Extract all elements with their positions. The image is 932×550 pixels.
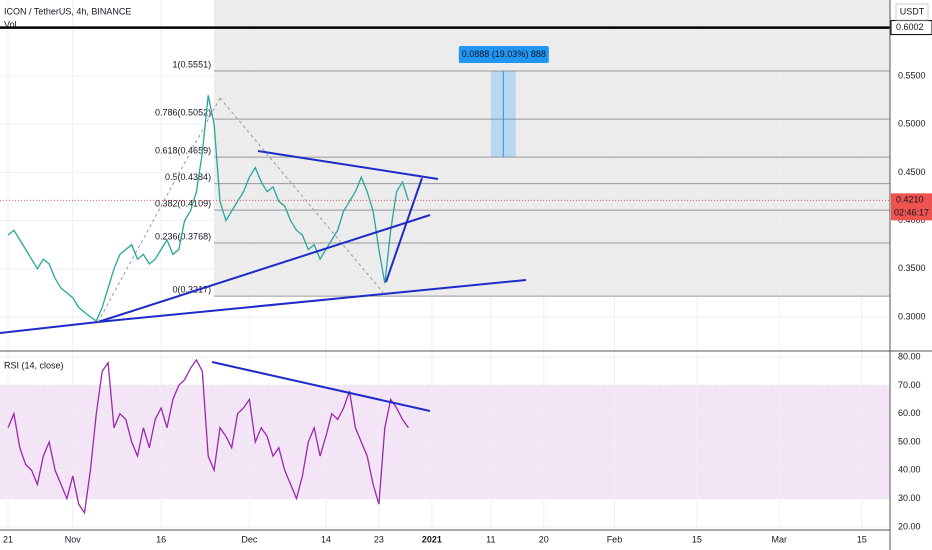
fib-label: 0(0.3217)	[173, 284, 212, 294]
y-tick-label: 0.5500	[898, 70, 926, 80]
rsi-line	[7, 358, 409, 515]
y-tick-label: 70.00	[898, 380, 921, 390]
last-price-box	[891, 193, 932, 221]
y-tick-label: 40.00	[898, 465, 921, 475]
symbol-title: ICON / TetherUS, 4h, BINANCE	[4, 6, 131, 16]
fib-label: 1(0.5551)	[173, 59, 212, 69]
x-tick-label: 14	[321, 534, 331, 544]
rsi-trend-line	[211, 361, 431, 412]
fib-label: 0.5(0.4384)	[165, 172, 211, 182]
fib-base	[219, 97, 387, 297]
fib-label: 0.618(0.4659)	[155, 145, 211, 155]
last-price-label: 0.4210	[896, 195, 924, 205]
trend-line	[385, 177, 423, 283]
y-tick-label: 0.3500	[898, 263, 926, 273]
rsi-title: RSI (14, close)	[4, 360, 64, 370]
x-tick-label: Feb	[607, 534, 623, 544]
y-tick-label: 30.00	[898, 493, 921, 503]
currency: USDT	[900, 6, 925, 16]
trend-line	[97, 279, 527, 323]
price-line	[7, 95, 410, 322]
y-tick-label: 0.4500	[898, 167, 926, 177]
fib-base	[97, 97, 221, 323]
x-tick-label: 11	[486, 534, 495, 544]
x-tick-label: 2021	[422, 534, 442, 544]
y-tick-label: 20.00	[898, 521, 921, 531]
fib-label: 0.786(0.5052)	[155, 108, 211, 118]
x-tick-label: 16	[156, 534, 166, 544]
measure-label: 0.0888 (19.03%) 888	[462, 49, 546, 59]
measure-label-box	[458, 46, 549, 64]
trend-line	[97, 214, 431, 323]
x-tick-label: Mar	[772, 534, 788, 544]
high-box	[890, 20, 932, 36]
x-tick-label: Nov	[65, 534, 82, 544]
y-tick-label: 0.3000	[898, 311, 926, 321]
x-tick-label: 20	[539, 534, 549, 544]
underlay	[0, 0, 890, 530]
plot: 0.30000.35000.40000.45000.50000.550020.0…	[0, 20, 932, 544]
x-tick-label: 15	[857, 534, 867, 544]
high-label: 0.6002	[896, 22, 924, 32]
fib-zone	[214, 0, 890, 297]
y-tick-label: 60.00	[898, 408, 921, 418]
volume-label: Vol	[4, 19, 17, 29]
x-tick-label: 15	[692, 534, 702, 544]
x-tick-label: 23	[374, 534, 384, 544]
trend-line	[257, 150, 439, 180]
x-tick-label: 21	[3, 534, 13, 544]
y-tick-label: 50.00	[898, 436, 921, 446]
fib-label: 0.382(0.4109)	[155, 198, 211, 208]
countdown: 02:46:17	[894, 208, 929, 218]
currency-box	[895, 3, 929, 21]
trend-line	[0, 321, 99, 334]
y-tick-label: 80.00	[898, 351, 921, 361]
x-tick-label: Dec	[241, 534, 258, 544]
fib-label: 0.236(0.3768)	[155, 231, 211, 241]
y-tick-label: 0.5000	[898, 119, 926, 129]
